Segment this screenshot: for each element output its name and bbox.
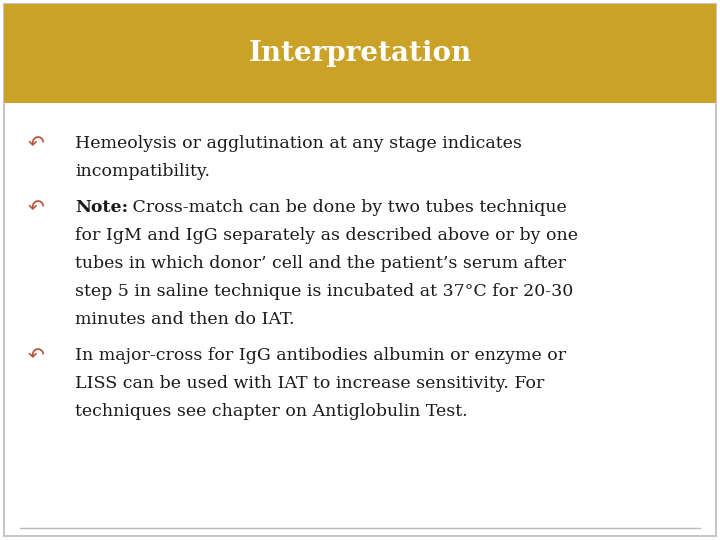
Text: Hemeolysis or agglutination at any stage indicates: Hemeolysis or agglutination at any stage… bbox=[75, 135, 522, 152]
Text: In major-cross for IgG antibodies albumin or enzyme or: In major-cross for IgG antibodies albumi… bbox=[75, 347, 566, 364]
Text: ↶: ↶ bbox=[28, 199, 45, 218]
Bar bbox=[4, 4, 716, 103]
Text: Note:: Note: bbox=[75, 199, 128, 216]
Text: Cross-match can be done by two tubes technique: Cross-match can be done by two tubes tec… bbox=[127, 199, 567, 216]
Text: LISS can be used with IAT to increase sensitivity. For: LISS can be used with IAT to increase se… bbox=[75, 375, 544, 392]
Text: minutes and then do IAT.: minutes and then do IAT. bbox=[75, 311, 294, 328]
Text: ↶: ↶ bbox=[28, 347, 45, 366]
Text: for IgM and IgG separately as described above or by one: for IgM and IgG separately as described … bbox=[75, 227, 578, 244]
Text: Interpretation: Interpretation bbox=[248, 40, 472, 67]
Text: step 5 in saline technique is incubated at 37°C for 20-30: step 5 in saline technique is incubated … bbox=[75, 283, 573, 300]
Text: tubes in which donor’ cell and the patient’s serum after: tubes in which donor’ cell and the patie… bbox=[75, 255, 566, 272]
Text: ↶: ↶ bbox=[28, 135, 45, 154]
Text: techniques see chapter on Antiglobulin Test.: techniques see chapter on Antiglobulin T… bbox=[75, 403, 467, 420]
Text: incompatibility.: incompatibility. bbox=[75, 163, 210, 180]
